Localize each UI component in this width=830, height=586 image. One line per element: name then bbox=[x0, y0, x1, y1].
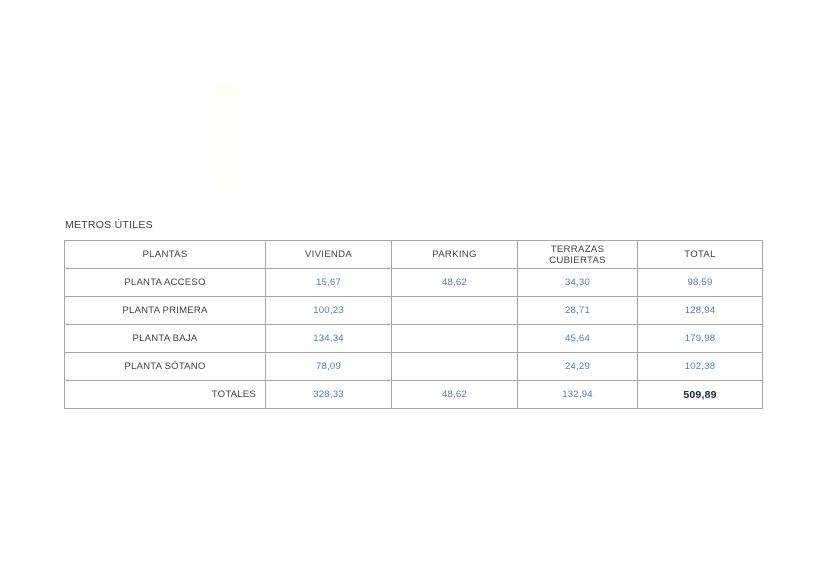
table-row: PLANTA ACCESO 15,67 48,62 34,30 98,59 bbox=[64, 268, 763, 297]
section-label-metros-utiles: METROS ÚTILES bbox=[65, 219, 153, 231]
cell-planta: PLANTA PRIMERA bbox=[64, 296, 266, 325]
cell-totales-grand-total: 509,89 bbox=[637, 380, 763, 409]
cell-vivienda: 15,67 bbox=[265, 268, 392, 297]
cell-totales-parking: 48,62 bbox=[391, 380, 518, 409]
cell-parking bbox=[391, 352, 518, 381]
column-header-plantas: PLANTAS bbox=[64, 240, 266, 269]
cell-totales-label: TOTALES bbox=[64, 380, 266, 409]
metros-utiles-table: PLANTAS VIVIENDA PARKING TERRAZAS CUBIER… bbox=[64, 240, 763, 409]
table-row: PLANTA SÓTANO 78,09 24,29 102,38 bbox=[64, 352, 763, 381]
table-row: PLANTA BAJA 134,34 45,64 179,98 bbox=[64, 324, 763, 353]
table-totals-row: TOTALES 328,33 48,62 132,94 509,89 bbox=[64, 380, 763, 409]
cell-parking: 48,62 bbox=[391, 268, 518, 297]
table-header-row: PLANTAS VIVIENDA PARKING TERRAZAS CUBIER… bbox=[64, 240, 763, 269]
column-header-vivienda: VIVIENDA bbox=[265, 240, 392, 269]
table-row: PLANTA PRIMERA 100,23 28,71 128,94 bbox=[64, 296, 763, 325]
cell-terrazas: 24,29 bbox=[517, 352, 638, 381]
metros-utiles-table-container: PLANTAS VIVIENDA PARKING TERRAZAS CUBIER… bbox=[64, 240, 763, 409]
cell-terrazas: 34,30 bbox=[517, 268, 638, 297]
cell-parking bbox=[391, 324, 518, 353]
cell-vivienda: 100,23 bbox=[265, 296, 392, 325]
cell-terrazas: 45,64 bbox=[517, 324, 638, 353]
cell-vivienda: 134,34 bbox=[265, 324, 392, 353]
background-watermark bbox=[213, 83, 239, 191]
cell-terrazas: 28,71 bbox=[517, 296, 638, 325]
column-header-parking: PARKING bbox=[391, 240, 518, 269]
cell-total: 179,98 bbox=[637, 324, 763, 353]
cell-planta: PLANTA BAJA bbox=[64, 324, 266, 353]
cell-totales-vivienda: 328,33 bbox=[265, 380, 392, 409]
cell-totales-terrazas: 132,94 bbox=[517, 380, 638, 409]
cell-total: 102,38 bbox=[637, 352, 763, 381]
cell-total: 98,59 bbox=[637, 268, 763, 297]
cell-parking bbox=[391, 296, 518, 325]
cell-planta: PLANTA SÓTANO bbox=[64, 352, 266, 381]
cell-vivienda: 78,09 bbox=[265, 352, 392, 381]
cell-planta: PLANTA ACCESO bbox=[64, 268, 266, 297]
column-header-total: TOTAL bbox=[637, 240, 763, 269]
cell-total: 128,94 bbox=[637, 296, 763, 325]
column-header-terrazas-cubiertas: TERRAZAS CUBIERTAS bbox=[517, 240, 638, 269]
